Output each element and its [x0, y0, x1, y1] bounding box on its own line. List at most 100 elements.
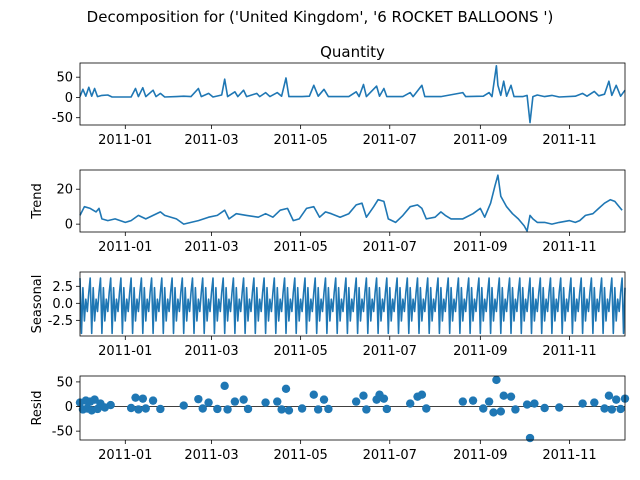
resid-point: [220, 381, 229, 391]
resid-point: [458, 397, 468, 406]
resid-point: [351, 397, 361, 406]
quantity-x-tick-label: 2011-11: [542, 133, 596, 148]
seasonal-x-tick-label: 2011-01: [98, 344, 152, 359]
figure-title: Decomposition for ('United Kingdom', '6 …: [87, 8, 554, 26]
resid-point: [506, 392, 516, 401]
resid-point: [194, 394, 203, 404]
resid-point: [604, 391, 614, 400]
resid-point: [479, 404, 488, 413]
resid-point: [277, 405, 286, 414]
seasonal-panel: 2.5 0.0 -2.5 2011-01 2011-03 2011-05 2011-07 20…: [30, 271, 626, 359]
resid-point: [362, 405, 371, 414]
trend-x-tick-label: 2011-07: [363, 240, 417, 255]
quantity-x-tick-label: 2011-01: [98, 133, 152, 148]
seasonal-ylabel: Seasonal: [30, 275, 45, 334]
trend-x-tick-label: 2011-11: [542, 240, 596, 255]
resid-point: [607, 405, 617, 414]
resid-x-tick-label: 2011-03: [184, 448, 238, 463]
trend-x-tick-label: 2011-09: [453, 240, 507, 255]
resid-point: [422, 404, 431, 413]
resid-point: [138, 394, 148, 403]
resid-axes-frame: [79, 375, 626, 441]
resid-point: [600, 404, 609, 413]
resid-x-tick-label: 2011-05: [273, 448, 327, 463]
quantity-series-line: [79, 65, 626, 124]
resid-point: [522, 400, 532, 409]
resid-point: [223, 405, 232, 414]
trend-axes-frame: [79, 169, 626, 233]
resid-point: [359, 391, 368, 400]
resid-point: [555, 403, 564, 412]
resid-point: [309, 390, 318, 399]
resid-point: [484, 397, 494, 406]
resid-point: [525, 433, 535, 443]
resid-x-tick-label: 2011-07: [363, 448, 417, 463]
resid-point: [106, 400, 115, 410]
quantity-x-tick-label: 2011-05: [273, 133, 327, 148]
resid-point: [134, 405, 143, 414]
resid-point: [131, 393, 140, 402]
resid-point: [204, 398, 213, 407]
resid-y-tick-label: 0: [65, 400, 73, 415]
resid-point: [417, 390, 427, 399]
quantity-x-tick-label: 2011-03: [184, 133, 238, 148]
trend-series-line: [79, 174, 623, 232]
resid-point: [324, 404, 333, 414]
quantity-x-tick-label: 2011-07: [363, 133, 417, 148]
resid-point: [261, 398, 270, 407]
seasonal-axes-frame: [79, 271, 626, 337]
seasonal-y-tick-label: -2.5: [48, 314, 73, 329]
resid-point: [406, 399, 415, 408]
resid-x-tick-label: 2011-11: [542, 448, 596, 463]
quantity-axes-frame: [79, 62, 626, 126]
resid-y-tick-label: -50: [52, 425, 73, 440]
resid-point: [156, 404, 165, 414]
trend-y-tick-label: 0: [65, 218, 73, 233]
trend-x-tick-label: 2011-03: [184, 240, 238, 255]
resid-point: [379, 394, 389, 403]
quantity-y-tick-label: 0: [65, 91, 73, 106]
resid-point: [530, 399, 539, 408]
resid-point: [590, 398, 599, 407]
resid-x-tick-label: 2011-01: [98, 448, 152, 463]
resid-point: [141, 404, 150, 413]
resid-point: [230, 397, 240, 406]
resid-x-tick-label: 2011-09: [453, 448, 507, 463]
resid-point: [468, 396, 478, 405]
seasonal-y-tick-label: 0.0: [52, 297, 73, 312]
resid-point: [281, 384, 291, 393]
resid-point: [213, 404, 222, 414]
seasonal-x-tick-label: 2011-07: [363, 344, 417, 359]
resid-point: [489, 408, 498, 417]
seasonal-x-tick-label: 2011-05: [273, 344, 327, 359]
seasonal-y-tick-label: 2.5: [52, 280, 73, 295]
seasonal-series-line: [79, 277, 626, 335]
resid-point: [284, 406, 294, 415]
quantity-subplot-title: Quantity: [320, 43, 385, 61]
seasonal-x-tick-label: 2011-11: [542, 344, 596, 359]
resid-point: [313, 405, 323, 414]
seasonal-x-tick-label: 2011-09: [453, 344, 507, 359]
resid-point: [239, 395, 248, 404]
resid-point: [540, 403, 549, 413]
quantity-y-tick-label: 50: [56, 71, 73, 86]
resid-y-tick-label: 50: [56, 375, 73, 390]
resid-point: [198, 404, 207, 413]
trend-ylabel: Trend: [30, 183, 45, 220]
resid-point: [499, 391, 508, 400]
quantity-panel: 50 0 -50 2011-01 2011-03 2011-05 2011-07 2011-0…: [52, 43, 626, 148]
resid-ylabel: Resid: [30, 390, 45, 425]
resid-point: [616, 404, 625, 414]
trend-x-tick-label: 2011-01: [98, 240, 152, 255]
resid-point: [612, 395, 621, 404]
quantity-x-tick-label: 2011-09: [453, 133, 507, 148]
resid-point: [382, 404, 392, 414]
resid-point: [492, 375, 501, 385]
resid-point: [126, 403, 136, 413]
resid-point: [179, 401, 188, 410]
resid-point: [297, 404, 307, 413]
trend-y-tick-label: 20: [56, 183, 73, 198]
resid-point: [243, 404, 253, 414]
trend-x-tick-label: 2011-05: [273, 240, 327, 255]
resid-point: [496, 407, 506, 416]
